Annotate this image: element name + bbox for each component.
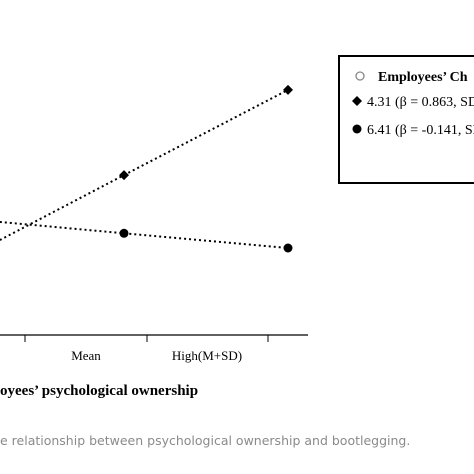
marker	[119, 170, 129, 181]
x-axis-label: oyees’ psychological ownership	[0, 383, 198, 399]
caption: e relationship between psychological own…	[0, 433, 410, 448]
legend-marker	[352, 96, 362, 106]
x-tick-label: High(M+SD)	[172, 348, 242, 363]
marker	[119, 228, 129, 238]
legend-label: 6.41 (β = -0.141, SD	[367, 123, 474, 138]
legend-box	[338, 55, 474, 184]
x-tick-label: Mean	[71, 348, 101, 363]
marker	[283, 84, 293, 95]
legend-title: Employees’ Ch	[378, 70, 468, 85]
legend-label: 4.31 (β = 0.863, SD	[367, 95, 474, 110]
marker	[283, 243, 293, 253]
legend-title-marker	[355, 71, 365, 81]
legend-marker	[352, 124, 362, 134]
